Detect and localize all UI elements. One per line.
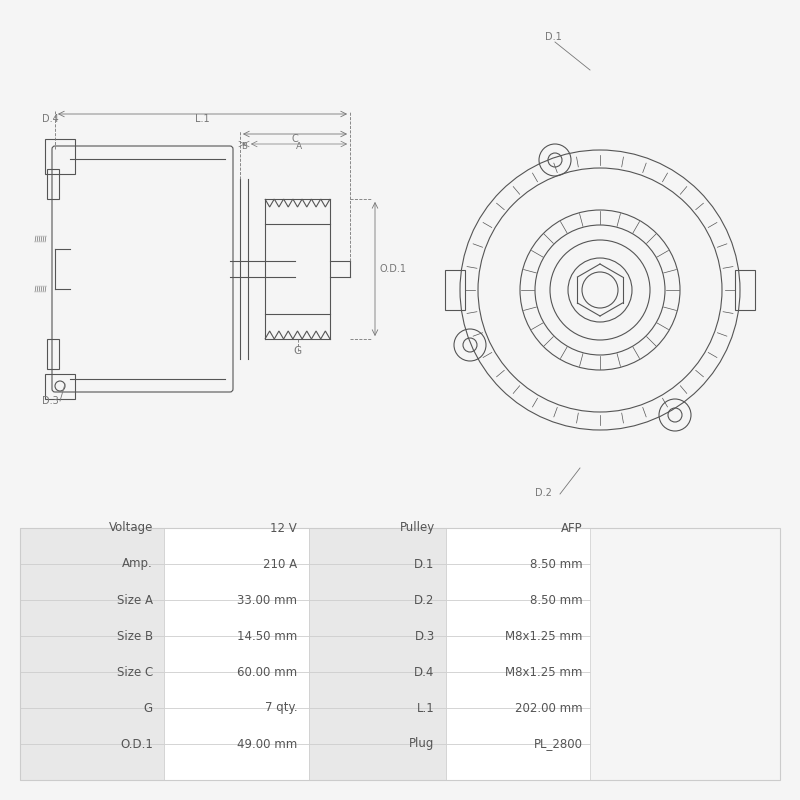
Bar [309,528,446,564]
Text: B: B [241,142,247,151]
Text: M8x1.25 mm: M8x1.25 mm [506,630,582,642]
Text: 33.00 mm: 33.00 mm [238,594,298,606]
Bar [165,636,309,672]
Text: O.D.1: O.D.1 [120,738,153,750]
Bar [446,600,590,636]
Text: 8.50 mm: 8.50 mm [530,594,582,606]
Text: PL_2800: PL_2800 [534,738,582,750]
Text: 8.50 mm: 8.50 mm [530,558,582,570]
Bar [309,564,446,600]
Text: Size C: Size C [117,666,153,678]
Bar [165,708,309,744]
Bar [165,564,309,600]
Text: 14.50 mm: 14.50 mm [237,630,298,642]
Bar [165,672,309,708]
Bar [309,708,446,744]
Text: 7 qty.: 7 qty. [265,702,298,714]
Bar [446,564,590,600]
Bar [446,528,590,564]
Bar [20,600,165,636]
Bar [47,169,59,199]
Text: G: G [294,346,302,356]
Text: L.1: L.1 [417,702,434,714]
Bar [165,528,309,564]
Bar [47,339,59,369]
Text: D.4: D.4 [42,114,58,124]
Text: 210 A: 210 A [263,558,298,570]
Bar [446,672,590,708]
Bar [20,636,165,672]
Text: D.2: D.2 [414,594,434,606]
Text: 60.00 mm: 60.00 mm [237,666,298,678]
Text: 49.00 mm: 49.00 mm [237,738,298,750]
Bar [446,744,590,780]
Text: D.4: D.4 [414,666,434,678]
Text: D.1: D.1 [414,558,434,570]
Bar [446,708,590,744]
Text: L.1: L.1 [195,114,210,124]
Text: C: C [292,134,298,144]
Bar [20,528,165,564]
Bar [165,744,309,780]
Text: 202.00 mm: 202.00 mm [515,702,582,714]
Text: 12 V: 12 V [270,522,298,534]
Text: Size B: Size B [117,630,153,642]
Bar [309,672,446,708]
Text: M8x1.25 mm: M8x1.25 mm [506,666,582,678]
Text: Size A: Size A [117,594,153,606]
Bar [309,600,446,636]
Bar [20,708,165,744]
Text: Pulley: Pulley [399,522,434,534]
Bar [20,528,780,780]
Text: D.2: D.2 [535,488,552,498]
Text: D.3: D.3 [42,396,58,406]
Bar [309,744,446,780]
Text: Voltage: Voltage [109,522,153,534]
Text: A: A [296,142,302,151]
Text: Plug: Plug [410,738,434,750]
Text: D.3: D.3 [414,630,434,642]
Text: D.1: D.1 [545,32,562,42]
Text: AFP: AFP [561,522,582,534]
Bar [45,374,75,399]
Text: O.D.1: O.D.1 [380,264,407,274]
Bar [20,564,165,600]
Bar [446,636,590,672]
Bar [20,744,165,780]
Bar [20,672,165,708]
Bar [165,600,309,636]
Text: Amp.: Amp. [122,558,153,570]
Text: G: G [144,702,153,714]
Bar [309,636,446,672]
